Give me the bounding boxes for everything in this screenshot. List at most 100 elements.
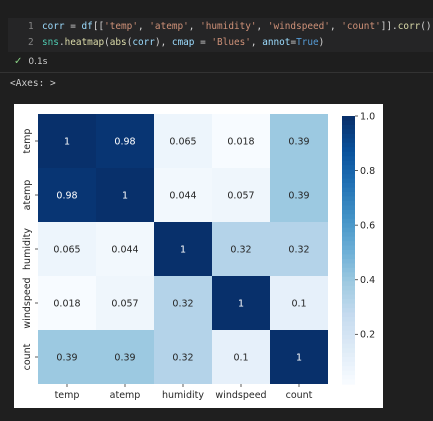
code-token: () (420, 21, 432, 32)
colorbar-segment (342, 147, 355, 153)
colorbar-segment (342, 178, 355, 184)
heatmap-cell (212, 222, 270, 276)
x-tick-label: count (286, 390, 313, 401)
code-token: corr (132, 37, 155, 48)
heatmap-cell (154, 168, 212, 222)
colorbar-tick-label: 0.8 (360, 166, 375, 177)
colorbar-segment (342, 263, 355, 269)
code-token: sns (42, 37, 59, 48)
cell-annotation: 0.98 (114, 137, 135, 148)
heatmap-cell (38, 222, 96, 276)
heatmap-cell (212, 168, 270, 222)
code-token: = (64, 21, 82, 32)
y-tick-label: windspeed (22, 277, 33, 328)
y-tick-label: temp (22, 129, 33, 154)
colorbar-segment (342, 370, 355, 376)
cell-annotation: 0.1 (291, 299, 306, 310)
code-editor[interactable]: 1 corr = df[['temp', 'atemp', 'humidity',… (8, 18, 433, 52)
code-token: = (290, 37, 297, 48)
colorbar-segment (342, 174, 355, 180)
code-token: df (81, 21, 93, 32)
colorbar-segment (342, 334, 355, 340)
cell-annotation: 0.32 (172, 353, 193, 364)
code-token: 'temp' (104, 21, 138, 32)
colorbar-segment (342, 218, 355, 224)
heatmap-cell (154, 114, 212, 168)
heatmap-cell (96, 276, 154, 330)
colorbar-segment (342, 303, 355, 309)
code-token: = (194, 37, 212, 48)
colorbar-segment (342, 227, 355, 233)
colorbar-segment (342, 169, 355, 175)
colorbar-tick-label: 0.4 (360, 275, 375, 286)
colorbar-tick-label: 1.0 (360, 111, 375, 122)
cell-annotation: 1 (122, 191, 128, 202)
code-token: corr (397, 21, 421, 32)
colorbar-segment (342, 209, 355, 215)
colorbar-segment (342, 379, 355, 385)
colorbar-segment (342, 308, 355, 314)
colorbar-segment (342, 196, 355, 202)
cell-annotation: 0.044 (169, 191, 196, 202)
code-cell[interactable]: 1 corr = df[['temp', 'atemp', 'humidity',… (0, 0, 433, 70)
code-token: 'atemp' (149, 21, 189, 32)
cell-annotation: 1 (238, 299, 244, 310)
colorbar-segment (342, 165, 355, 171)
colorbar-segment (342, 183, 355, 189)
heatmap-chart: 1 0.98 0.065 0.018 0.39 0.98 1 0.044 0.057 0.39 0.… (22, 111, 375, 401)
cell-annotation: 1 (296, 353, 302, 364)
colorbar-segment (342, 241, 355, 247)
x-tick-label: windspeed (215, 390, 266, 401)
code-token: , (250, 37, 263, 48)
cell-annotation: 0.018 (227, 137, 254, 148)
colorbar-segment (342, 200, 355, 206)
code-token: annot (262, 37, 291, 48)
code-line: 2 sns.heatmap(abs(corr), cmap = 'Blues', … (28, 35, 324, 51)
heatmap-cell (96, 114, 154, 168)
y-tick-label: atemp (22, 180, 33, 211)
heatmap-cell (154, 276, 212, 330)
colorbar-segment (342, 250, 355, 256)
cell-annotation: 0.39 (288, 137, 309, 148)
cell-annotation: 0.32 (172, 299, 193, 310)
cell-annotation: 0.98 (56, 191, 77, 202)
colorbar-segment (342, 366, 355, 372)
code-token: . (58, 37, 65, 48)
heatmap-cell (212, 330, 270, 384)
heatmap-cell (96, 330, 154, 384)
colorbar-segment (342, 281, 355, 287)
cell-annotation: 0.065 (53, 245, 80, 256)
heatmap-cell (212, 114, 270, 168)
cell-annotation: 0.32 (288, 245, 309, 256)
cell-annotation: 0.39 (56, 353, 77, 364)
colorbar-segment (342, 214, 355, 220)
heatmap-cell (38, 330, 96, 384)
colorbar-segment (342, 294, 355, 300)
colorbar-segment (342, 156, 355, 162)
colorbar-segment (342, 339, 355, 345)
code-token: 'count' (341, 21, 381, 32)
colorbar-segment (342, 138, 355, 144)
colorbar-segment (342, 361, 355, 367)
colorbar-segment (342, 375, 355, 381)
heatmap-cell (38, 114, 96, 168)
colorbar-segment (342, 232, 355, 238)
colorbar-segment (342, 258, 355, 264)
colorbar-segment (342, 343, 355, 349)
colorbar-segment (342, 325, 355, 331)
code-token: , (329, 21, 342, 32)
code-token: corr (42, 21, 65, 32)
code-token: heatmap (64, 37, 105, 48)
execution-status: ✓ 0.1s (14, 56, 47, 68)
colorbar-segment (342, 254, 355, 260)
y-tick-label: count (22, 343, 33, 370)
execution-time: 0.1s (28, 57, 48, 67)
colorbar-segment (342, 348, 355, 354)
code-token: 'Blues' (211, 37, 251, 48)
colorbar-tick-label: 0.2 (360, 330, 375, 341)
cell-annotation: 0.057 (111, 299, 138, 310)
y-tick-label: humidity (22, 228, 33, 270)
code-token: , (188, 21, 201, 32)
colorbar-segment (342, 133, 355, 139)
colorbar-segment (342, 352, 355, 358)
